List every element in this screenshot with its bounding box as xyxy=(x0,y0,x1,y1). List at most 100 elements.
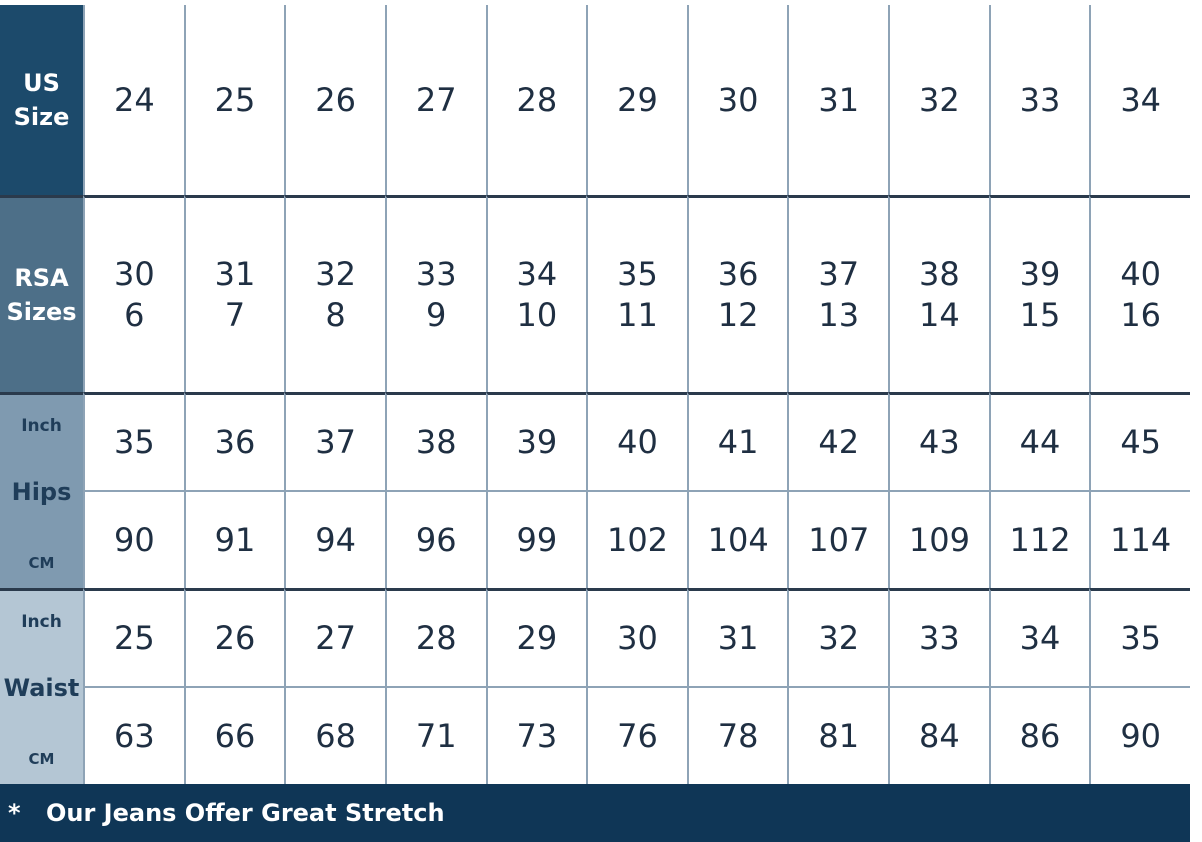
rsa-size-cell: 34 10 xyxy=(485,195,587,392)
rsa-size-value: 15 xyxy=(1019,296,1061,334)
waist-inch-cell: 35 xyxy=(1089,588,1190,686)
hips-inch-cell: 41 xyxy=(686,392,788,490)
size-chart-table: US Size 24 25 26 27 28 29 30 31 32 33 34 RSA Sizes 30 6 3… xyxy=(0,5,1190,784)
rsa-size-value: 36 xyxy=(717,255,759,293)
waist-inch-cell: 28 xyxy=(384,588,486,686)
waist-cm-cell: 90 xyxy=(1089,686,1190,784)
hips-inch-cell: 38 xyxy=(384,392,486,490)
hips-cm-cell: 107 xyxy=(787,490,889,588)
us-size-cell: 27 xyxy=(384,5,486,195)
rsa-size-cell: 32 8 xyxy=(284,195,385,392)
waist-cm-cell: 81 xyxy=(787,686,889,784)
rsa-size-value: 9 xyxy=(426,296,447,334)
hips-inch-cell: 35 xyxy=(83,392,184,490)
rsa-size-cell: 39 15 xyxy=(988,195,1090,392)
waist-inch-cell: 25 xyxy=(83,588,184,686)
us-size-cell: 28 xyxy=(485,5,587,195)
unit-inch-label: Inch xyxy=(21,416,62,436)
us-size-cell: 25 xyxy=(183,5,285,195)
header-label: RSA xyxy=(14,264,69,292)
us-size-cell: 34 xyxy=(1089,5,1190,195)
hips-cm-cell: 91 xyxy=(183,490,285,588)
unit-inch-label: Inch xyxy=(21,612,62,632)
waist-inch-cell: 31 xyxy=(686,588,788,686)
waist-cm-cell: 76 xyxy=(586,686,687,784)
waist-inch-cell: 27 xyxy=(284,588,385,686)
waist-cm-cell: 73 xyxy=(485,686,587,784)
hips-cm-cell: 96 xyxy=(384,490,486,588)
us-size-cell: 29 xyxy=(586,5,687,195)
header-us-size: US Size xyxy=(0,5,83,195)
rsa-size-cell: 31 7 xyxy=(183,195,285,392)
footer-note: * Our Jeans Offer Great Stretch xyxy=(0,784,1190,842)
waist-cm-cell: 63 xyxy=(83,686,184,784)
hips-cm-cell: 99 xyxy=(485,490,587,588)
hips-inch-cell: 36 xyxy=(183,392,285,490)
rsa-size-value: 35 xyxy=(617,255,658,293)
rsa-size-cell: 38 14 xyxy=(888,195,989,392)
hips-cm-cell: 90 xyxy=(83,490,184,588)
rsa-size-value: 6 xyxy=(124,296,145,334)
rsa-size-value: 39 xyxy=(1019,255,1061,293)
rsa-size-value: 31 xyxy=(214,255,256,293)
rsa-size-value: 11 xyxy=(617,296,658,334)
header-label: US xyxy=(23,69,60,97)
header-label: Hips xyxy=(11,477,72,506)
rsa-size-cell: 37 13 xyxy=(787,195,889,392)
rsa-size-cell: 35 11 xyxy=(586,195,687,392)
rsa-size-cell: 40 16 xyxy=(1089,195,1190,392)
us-size-cell: 31 xyxy=(787,5,889,195)
waist-cm-cell: 66 xyxy=(183,686,285,784)
hips-cm-cell: 102 xyxy=(586,490,687,588)
hips-cm-cell: 104 xyxy=(686,490,788,588)
waist-cm-cell: 84 xyxy=(888,686,989,784)
waist-inch-cell: 29 xyxy=(485,588,587,686)
hips-inch-cell: 40 xyxy=(586,392,687,490)
header-rsa-sizes: RSA Sizes xyxy=(0,195,83,392)
rsa-size-cell: 33 9 xyxy=(384,195,486,392)
rsa-size-value: 34 xyxy=(516,255,558,293)
rsa-size-value: 32 xyxy=(315,255,356,293)
rsa-size-value: 40 xyxy=(1120,255,1162,293)
header-label: Size xyxy=(13,103,70,131)
rsa-size-value: 7 xyxy=(224,296,246,334)
hips-cm-cell: 94 xyxy=(284,490,385,588)
rsa-size-value: 10 xyxy=(516,296,558,334)
unit-cm-label: CM xyxy=(28,750,55,768)
hips-cm-cell: 114 xyxy=(1089,490,1190,588)
waist-inch-cell: 26 xyxy=(183,588,285,686)
us-size-cell: 30 xyxy=(686,5,788,195)
footer-note-text: Our Jeans Offer Great Stretch xyxy=(46,799,445,827)
waist-inch-cell: 32 xyxy=(787,588,889,686)
rsa-size-value: 16 xyxy=(1120,296,1162,334)
rsa-size-cell: 30 6 xyxy=(83,195,184,392)
waist-inch-cell: 30 xyxy=(586,588,687,686)
hips-inch-cell: 39 xyxy=(485,392,587,490)
header-label: Sizes xyxy=(6,298,77,326)
hips-inch-cell: 45 xyxy=(1089,392,1190,490)
hips-cm-cell: 112 xyxy=(988,490,1090,588)
rsa-size-value: 38 xyxy=(919,255,960,293)
waist-cm-cell: 71 xyxy=(384,686,486,784)
hips-cm-cell: 109 xyxy=(888,490,989,588)
us-size-cell: 24 xyxy=(83,5,184,195)
hips-inch-cell: 37 xyxy=(284,392,385,490)
hips-inch-cell: 43 xyxy=(888,392,989,490)
header-label: Waist xyxy=(3,673,80,702)
header-hips: Inch Hips CM xyxy=(0,392,83,588)
hips-inch-cell: 42 xyxy=(787,392,889,490)
rsa-size-value: 30 xyxy=(113,255,155,293)
rsa-size-value: 14 xyxy=(919,296,960,334)
us-size-cell: 33 xyxy=(988,5,1090,195)
unit-cm-label: CM xyxy=(28,554,55,572)
waist-cm-cell: 78 xyxy=(686,686,788,784)
header-waist: Inch Waist CM xyxy=(0,588,83,784)
waist-inch-cell: 33 xyxy=(888,588,989,686)
rsa-size-value: 12 xyxy=(717,296,759,334)
waist-cm-cell: 68 xyxy=(284,686,385,784)
rsa-size-value: 8 xyxy=(325,296,346,334)
rsa-size-cell: 36 12 xyxy=(686,195,788,392)
rsa-size-value: 33 xyxy=(415,255,457,293)
us-size-cell: 32 xyxy=(888,5,989,195)
waist-cm-cell: 86 xyxy=(988,686,1090,784)
